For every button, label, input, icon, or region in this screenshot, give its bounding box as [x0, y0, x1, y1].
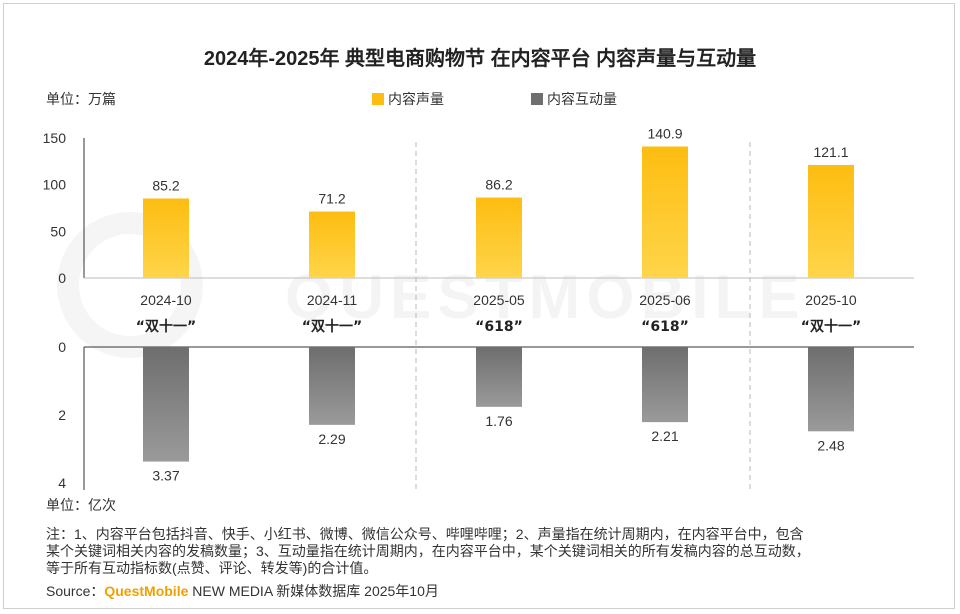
top-y-tick-label: 50 — [50, 223, 66, 239]
x-category-label: 2025-10 — [805, 292, 857, 308]
footnote-line-3: 等于所有互动指标数(点赞、评论、转发等)的合计值。 — [46, 560, 378, 576]
volume-bar-value-label: 140.9 — [647, 125, 682, 141]
footnote: 注：1、内容平台包括抖音、快手、小红书、微博、微信公众号、哔哩哔哩；2、声量指在… — [46, 526, 926, 577]
x-category-label: 2024-11 — [307, 292, 358, 308]
footnote-line-1: 注：1、内容平台包括抖音、快手、小红书、微博、微信公众号、哔哩哔哩；2、声量指在… — [46, 526, 804, 542]
interaction-bar-value-label: 2.21 — [651, 428, 678, 444]
source-brand: QuestMobile — [104, 583, 189, 599]
watermark-text: QUESTMOBILE — [285, 263, 806, 332]
top-y-tick-label: 100 — [43, 177, 67, 193]
x-category-event-label: “双十一” — [136, 318, 196, 335]
interaction-bar-value-label: 1.76 — [485, 413, 512, 429]
legend-label-volume: 内容声量 — [388, 91, 444, 107]
interaction-bar — [642, 347, 688, 423]
source-suffix: NEW MEDIA 新媒体数据库 2025年10月 — [188, 583, 439, 599]
interaction-bar — [143, 347, 189, 462]
volume-bar — [808, 164, 854, 278]
volume-bar — [642, 146, 688, 278]
top-unit-label: 单位：万篇 — [46, 91, 116, 107]
bottom-y-tick-label: 0 — [58, 339, 66, 355]
x-category-event-label: “双十一” — [801, 318, 861, 335]
interaction-bar-value-label: 3.37 — [152, 468, 179, 484]
legend-label-interaction: 内容互动量 — [547, 91, 617, 107]
chart-frame — [3, 3, 955, 609]
bottom-y-tick-label: 4 — [58, 475, 66, 491]
volume-bar — [476, 197, 522, 278]
legend-item-volume: 内容声量 — [372, 89, 444, 109]
interaction-bar — [476, 347, 522, 407]
volume-bar-value-label: 86.2 — [485, 177, 512, 193]
x-category-label: 2025-05 — [473, 292, 525, 308]
interaction-bar — [309, 347, 355, 425]
legend-item-interaction: 内容互动量 — [531, 89, 617, 109]
volume-bar-value-label: 85.2 — [152, 177, 179, 193]
bottom-y-tick-label: 2 — [58, 407, 66, 423]
volume-bar-value-label: 71.2 — [318, 191, 345, 207]
legend-swatch-volume — [372, 93, 384, 105]
x-category-event-label: “双十一” — [302, 318, 362, 335]
chart-title: 2024年-2025年 典型电商购物节 在内容平台 内容声量与互动量 — [203, 48, 757, 70]
x-category-label: 2025-06 — [639, 292, 691, 308]
top-y-tick-label: 150 — [43, 130, 67, 146]
x-category-label: 2024-10 — [140, 292, 192, 308]
source-prefix: Source： — [46, 583, 105, 599]
interaction-bar — [808, 347, 854, 432]
x-category-event-label: “618” — [641, 319, 689, 335]
legend-swatch-interaction — [531, 93, 543, 105]
bottom-unit-label: 单位：亿次 — [46, 497, 116, 513]
source-line: Source：QuestMobile NEW MEDIA 新媒体数据库 2025… — [46, 581, 439, 601]
volume-bar-value-label: 121.1 — [813, 144, 848, 160]
interaction-bar-value-label: 2.48 — [817, 437, 844, 453]
volume-bar — [309, 211, 355, 278]
top-y-tick-label: 0 — [58, 270, 66, 286]
x-category-event-label: “618” — [475, 319, 523, 335]
interaction-bar-value-label: 2.29 — [318, 431, 345, 447]
volume-bar — [143, 198, 189, 278]
footnote-line-2: 某个关键词相关内容的发稿数量；3、互动量指在统计周期内，在内容平台中，某个关键词… — [46, 543, 810, 559]
